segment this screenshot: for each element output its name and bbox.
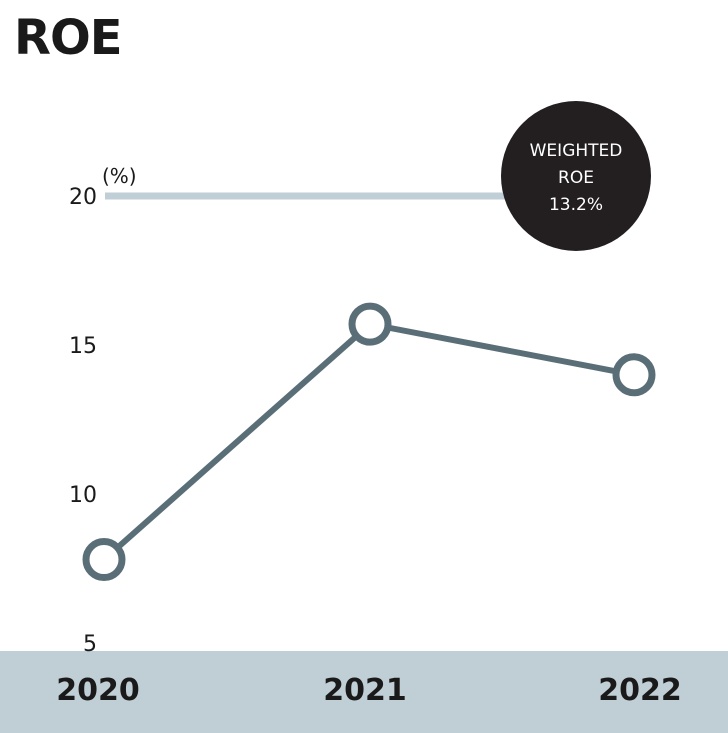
chart-title: ROE — [14, 10, 123, 66]
y-tick-15: 15 — [69, 334, 97, 359]
y-axis-ticks: 20 15 10 5 — [69, 185, 97, 657]
data-point-2020 — [82, 538, 126, 582]
weighted-roe-badge: WEIGHTED ROE 13.2% — [501, 101, 651, 251]
roe-line — [102, 321, 635, 562]
y-tick-20: 20 — [69, 185, 97, 210]
y-axis-unit: (%) — [102, 164, 137, 188]
x-category-2021: 2021 — [323, 673, 407, 708]
roe-series — [82, 302, 656, 582]
badge-circle — [501, 101, 651, 251]
x-axis-categories: 2020 2021 2022 — [56, 673, 682, 708]
category-band — [0, 651, 728, 733]
badge-line-2: ROE — [558, 168, 594, 188]
y-tick-10: 10 — [69, 483, 97, 508]
badge-line-1: WEIGHTED — [530, 141, 623, 161]
y-tick-5: 5 — [83, 632, 97, 657]
data-point-2022 — [612, 353, 656, 397]
data-point-2021 — [348, 302, 392, 346]
x-category-2020: 2020 — [56, 673, 140, 708]
x-category-2022: 2022 — [598, 673, 682, 708]
badge-line-3: 13.2% — [549, 195, 603, 215]
